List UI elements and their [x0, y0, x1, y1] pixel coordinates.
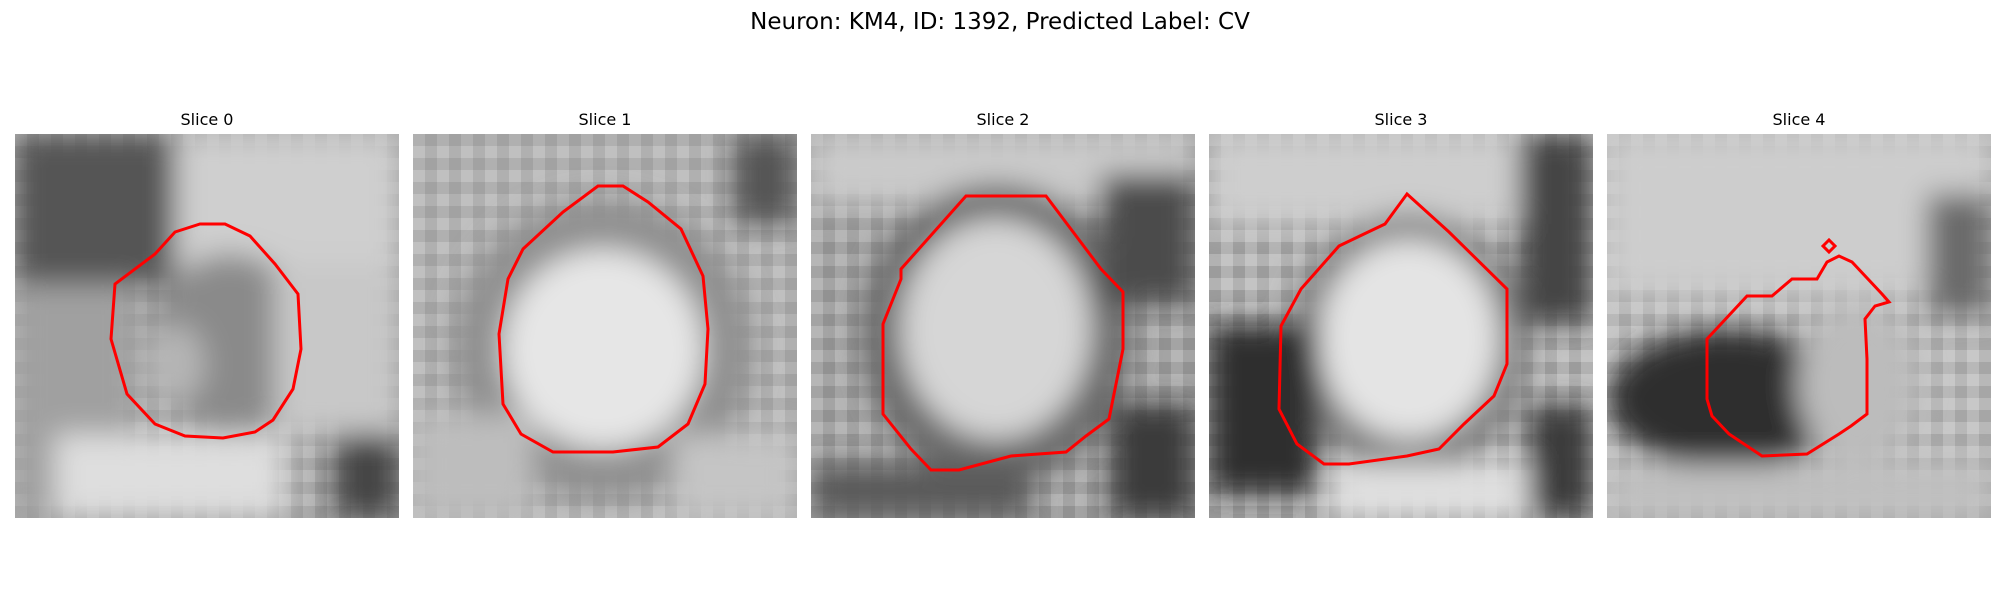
slice-title-3: Slice 3 — [1374, 110, 1428, 129]
slice-panel-0: Slice 0 — [15, 108, 399, 520]
slice-title-0: Slice 0 — [180, 110, 234, 129]
slice-title-2: Slice 2 — [976, 110, 1030, 129]
slice-title-4: Slice 4 — [1772, 110, 1826, 129]
slice-panel-4: Slice 4 — [1607, 108, 1991, 520]
slice-image-3 — [1209, 134, 1593, 518]
slice-panel-1: Slice 1 — [413, 108, 797, 520]
slice-image-0 — [15, 134, 399, 518]
slice-image-2 — [811, 134, 1195, 518]
slice-panel-2: Slice 2 — [811, 108, 1195, 520]
figure-title: Neuron: KM4, ID: 1392, Predicted Label: … — [750, 9, 1250, 35]
slice-title-1: Slice 1 — [578, 110, 632, 129]
slice-panel-3: Slice 3 — [1209, 108, 1593, 520]
slice-image-4 — [1607, 134, 1991, 518]
slice-image-1 — [413, 134, 797, 518]
